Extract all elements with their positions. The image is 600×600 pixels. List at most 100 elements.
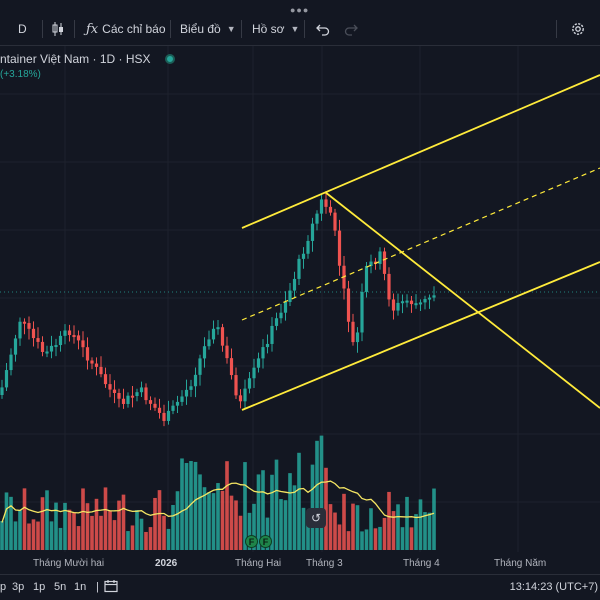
volume-bar bbox=[306, 518, 310, 550]
chevron-down-icon: ▼ bbox=[226, 24, 236, 34]
candle-body bbox=[409, 300, 414, 305]
volume-bar bbox=[432, 488, 436, 550]
toolbar-divider bbox=[74, 20, 75, 38]
volume-bar bbox=[319, 435, 324, 550]
volume-bar bbox=[279, 499, 283, 550]
candle-body bbox=[157, 407, 162, 413]
volume-bar bbox=[193, 461, 198, 550]
candle-body bbox=[144, 387, 148, 401]
indicators-label: Các chỉ báo bbox=[102, 22, 166, 36]
volume-bar bbox=[184, 463, 189, 550]
earnings-marker[interactable]: F bbox=[245, 535, 258, 548]
candle-body bbox=[22, 321, 27, 324]
volume-bar bbox=[252, 503, 256, 550]
candlestick-icon bbox=[52, 22, 63, 36]
candle-body bbox=[162, 412, 166, 421]
volume-bar bbox=[36, 521, 40, 550]
volume-bar bbox=[81, 488, 85, 550]
volume-bar bbox=[265, 517, 270, 550]
volume-bar bbox=[405, 496, 409, 550]
volume-bar bbox=[94, 498, 99, 550]
indicators-button[interactable]: ƒx Các chỉ báo bbox=[86, 18, 166, 40]
reset-icon: ↺ bbox=[310, 511, 322, 525]
candle-body bbox=[274, 318, 279, 326]
settings-button[interactable] bbox=[570, 18, 586, 40]
symbol-legend[interactable]: ntainer Việt Nam · 1D · HSX bbox=[0, 52, 175, 66]
candle-body bbox=[225, 345, 229, 359]
interval-button[interactable]: D bbox=[18, 18, 27, 40]
chevron-down-icon: ▼ bbox=[290, 24, 300, 34]
candle-body bbox=[378, 251, 382, 264]
market-status-icon bbox=[164, 54, 175, 64]
volume-bar bbox=[270, 474, 274, 550]
top-toolbar: ●●● D ƒx Các chỉ báo Biểu đồ ▼ Hồ sơ ▼ bbox=[0, 0, 600, 46]
candle-body bbox=[216, 327, 220, 330]
volume-bar bbox=[256, 474, 261, 550]
candle-body bbox=[279, 312, 283, 319]
candle-body bbox=[54, 345, 58, 348]
volume-bar bbox=[391, 511, 396, 550]
range-button[interactable]: 5n bbox=[54, 581, 67, 593]
candle-body bbox=[4, 370, 9, 388]
volume-bar bbox=[189, 461, 193, 550]
range-button[interactable]: p bbox=[0, 581, 7, 593]
volume-bar bbox=[157, 490, 162, 550]
volume-bar bbox=[373, 528, 378, 550]
reset-scale-button[interactable]: ↺ bbox=[306, 508, 326, 528]
range-button[interactable]: 3p bbox=[12, 581, 25, 593]
volume-bar bbox=[243, 462, 247, 550]
volume-bar bbox=[148, 527, 153, 550]
undo-button[interactable] bbox=[316, 18, 330, 40]
candle-body bbox=[234, 375, 238, 396]
candle-body bbox=[351, 321, 355, 343]
toolbar-divider bbox=[304, 20, 305, 38]
range-button[interactable]: 1n bbox=[74, 581, 87, 593]
redo-icon bbox=[344, 24, 358, 36]
x-axis-label: Tháng Năm bbox=[494, 558, 547, 569]
volume-bar bbox=[31, 519, 36, 550]
candle-body bbox=[261, 347, 265, 359]
toolbar-divider bbox=[556, 20, 557, 38]
candle-body bbox=[27, 323, 31, 329]
goto-date-button[interactable] bbox=[104, 579, 118, 596]
volume-bars bbox=[0, 435, 436, 550]
candle-body bbox=[193, 374, 198, 387]
range-button[interactable]: 1p bbox=[33, 581, 46, 593]
window-grabber[interactable]: ●●● bbox=[290, 5, 310, 15]
chart-type-button[interactable]: Biểu đồ ▼ bbox=[180, 18, 236, 40]
candle-body bbox=[252, 367, 256, 379]
candle-body bbox=[288, 290, 292, 302]
candle-body bbox=[184, 389, 189, 397]
earnings-marker[interactable]: F bbox=[259, 535, 272, 548]
volume-bar bbox=[297, 452, 301, 550]
volume-bar bbox=[112, 520, 117, 550]
candle-body bbox=[166, 410, 171, 421]
candle-body bbox=[405, 300, 409, 303]
volume-bar bbox=[211, 493, 216, 550]
candle-body bbox=[364, 265, 369, 292]
volume-bar bbox=[45, 490, 49, 550]
volume-bar bbox=[162, 515, 166, 550]
redo-button[interactable] bbox=[344, 18, 358, 40]
volume-bar bbox=[355, 505, 360, 550]
candle-body bbox=[13, 338, 18, 355]
volume-bar bbox=[108, 510, 112, 550]
candle-body bbox=[180, 396, 184, 402]
volume-bar bbox=[328, 504, 333, 550]
candle-body bbox=[207, 339, 211, 347]
volume-bar bbox=[9, 496, 13, 550]
volume-bar bbox=[99, 515, 103, 550]
profile-label: Hồ sơ bbox=[252, 22, 285, 36]
candle-body bbox=[153, 403, 157, 408]
price-change: (+3.18%) bbox=[0, 69, 41, 80]
volume-bar bbox=[342, 493, 346, 550]
volume-bar bbox=[333, 512, 337, 550]
gear-icon bbox=[572, 23, 584, 35]
profile-button[interactable]: Hồ sơ ▼ bbox=[252, 18, 299, 40]
toolbar-divider: | bbox=[96, 581, 99, 593]
candles-type-button[interactable] bbox=[51, 18, 65, 40]
candle-body bbox=[45, 351, 49, 354]
volume-bar bbox=[396, 504, 400, 550]
price-chart[interactable] bbox=[0, 46, 600, 574]
volume-bar bbox=[216, 483, 220, 550]
